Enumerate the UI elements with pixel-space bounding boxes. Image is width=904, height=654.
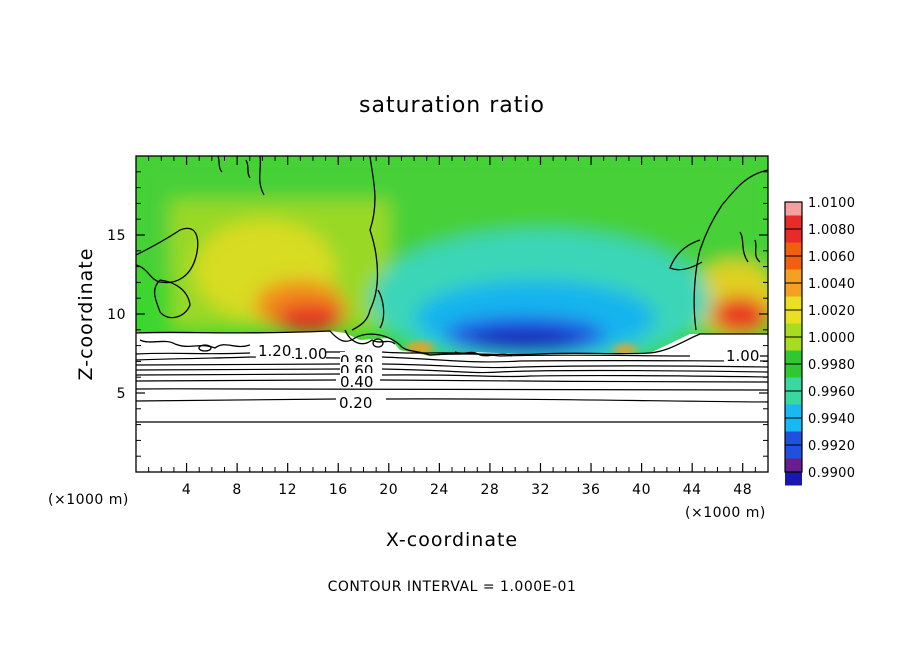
colorbar-label: 0.9980: [808, 358, 855, 373]
x-tick-label: 32: [531, 482, 550, 498]
contour-label-7: 1.00: [726, 347, 759, 365]
colorbar-label: 1.0000: [808, 331, 855, 346]
cloud-loop-1: [372, 338, 384, 348]
colorbar-label: 0.9900: [808, 466, 855, 481]
y-tick-label: 10: [107, 307, 126, 323]
x-tick-label: 36: [582, 482, 601, 498]
contour-line-6: [136, 368, 768, 374]
x-tick-label: 16: [329, 482, 348, 498]
x-tick-label: 24: [430, 482, 449, 498]
colorbar-label: 1.0080: [808, 223, 855, 238]
x-tick-label: 12: [278, 482, 297, 498]
x-unit-right: (×1000 m): [685, 505, 766, 521]
contour-upper-left-wiggle: [217, 156, 265, 196]
contour-line-5: [136, 373, 768, 378]
cloud-base-right: [649, 333, 768, 354]
contour-label-5: 0.40: [340, 373, 373, 391]
cloud-base-mid: [429, 352, 651, 356]
contour-label-bg-6: [336, 394, 380, 410]
contour-label-bg-7: [724, 348, 760, 363]
contour-line-2: [136, 398, 768, 403]
contour-lines-upper: [136, 156, 768, 331]
contour-upper-left-region: [136, 227, 199, 284]
x-tick-label: 44: [683, 482, 702, 498]
contour-upper-right: [693, 169, 768, 331]
contour-interval-note: CONTOUR INTERVAL = 1.000E-01: [328, 579, 577, 595]
contour-line-7: [136, 363, 768, 369]
contour-label-1: 1.20: [258, 342, 291, 360]
x-axis: 4 8 12 16 20 24 28 32 36 40 44 48: [148, 156, 756, 498]
field-blob-darkblue: [470, 332, 580, 352]
y-axis: 5 10 15: [107, 171, 768, 457]
contour-label-bg-2: [294, 345, 326, 359]
cloud-loop-2: [198, 344, 212, 352]
y-tick-label: 15: [107, 228, 126, 244]
cloud-base-left: [136, 330, 431, 356]
contour-label-group: 1.20 1.00 0.80 0.60 0.40 0.20 1.00: [256, 342, 760, 412]
colorbar-band: [785, 458, 802, 472]
colorbar-label: 1.0060: [808, 250, 855, 265]
x-tick-label: 40: [632, 482, 651, 498]
x-tick-label: 4: [182, 482, 191, 498]
colorbar-label: 0.9960: [808, 385, 855, 400]
contour-upper-center: [351, 156, 379, 331]
y-axis-title: Z-coordinate: [75, 248, 97, 381]
x-tick-label: 8: [232, 482, 241, 498]
contour-label-bg-5: [340, 373, 376, 388]
contour-label-bg-1: [256, 342, 292, 358]
contour-upper-left-hole: [153, 279, 191, 319]
x-tick-label: 28: [481, 482, 500, 498]
contour-line-9: [136, 351, 768, 357]
field-blobs: [136, 156, 768, 370]
contour-lines-lower: [136, 351, 768, 423]
field-blob-left-red: [275, 304, 345, 332]
colorbar-band: [785, 202, 802, 216]
field-edge-orange-2: [613, 345, 637, 355]
colorbar-label: 1.0020: [808, 304, 855, 319]
contour-upper-center-branch: [377, 289, 385, 329]
contour-label-2: 1.00: [294, 345, 327, 363]
contour-label-6: 0.20: [339, 394, 372, 412]
x-tick-label: 48: [733, 482, 752, 498]
colorbar: 1.0100 1.0080 1.0060 1.0040 1.0020 1.0000 0.99…: [784, 196, 855, 486]
contour-line-4: [136, 379, 768, 383]
chart-title: saturation ratio: [359, 93, 545, 118]
contour-line-8: [136, 356, 768, 363]
cloud-wiggle-mid: [344, 329, 396, 345]
cloud-boundary-contours: [136, 329, 768, 357]
colorbar-label: 1.0040: [808, 277, 855, 292]
colorbar-label: 0.9940: [808, 412, 855, 427]
x-tick-label: 20: [379, 482, 398, 498]
field-blob-right-red: [712, 297, 768, 333]
contour-upper-right-wiggle: [739, 231, 761, 263]
contour-line-3: [136, 388, 768, 391]
heatmap-field: 1.20 1.00 0.80 0.60 0.40 0.20 1.00: [136, 156, 768, 472]
colorbar-label: 1.0100: [808, 196, 855, 211]
cloud-wiggle-right: [454, 351, 513, 357]
x-axis-title: X-coordinate: [386, 529, 518, 551]
contour-line-1: [136, 421, 768, 423]
x-unit-left: (×1000 m): [48, 492, 129, 508]
y-tick-label: 5: [117, 386, 126, 402]
cloud-wiggle-left: [139, 339, 251, 349]
colorbar-label: 0.9920: [808, 439, 855, 454]
contour-upper-right-inner: [669, 239, 703, 271]
